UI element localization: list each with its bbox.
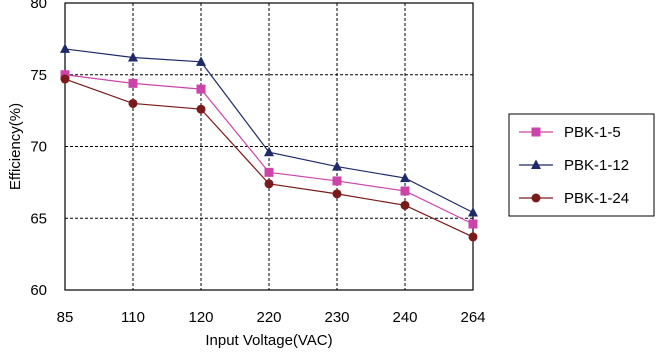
legend-marker: [531, 127, 541, 137]
y-tick-label: 65: [30, 210, 47, 227]
y-tick-label: 60: [30, 282, 47, 299]
data-point: [332, 161, 342, 171]
x-tick-label: 85: [57, 309, 74, 326]
y-tick-label: 80: [30, 0, 47, 12]
data-point: [60, 43, 70, 53]
legend-label: PBK-1-12: [564, 157, 629, 174]
series-layer: [60, 43, 478, 242]
data-point: [128, 98, 138, 108]
data-point: [332, 189, 342, 199]
data-point: [196, 84, 206, 94]
data-point: [468, 232, 478, 242]
plot-frame: [64, 2, 474, 291]
legend-marker: [531, 193, 541, 203]
legend-label: PBK-1-24: [564, 190, 629, 207]
x-tick-label: 240: [392, 309, 417, 326]
data-point: [196, 56, 206, 66]
data-point: [468, 219, 478, 229]
x-tick-label: 264: [460, 309, 485, 326]
data-point: [264, 146, 274, 157]
y-tick-label: 70: [30, 139, 47, 156]
x-tick-label: 230: [324, 309, 349, 326]
y-tick-label: 75: [30, 67, 47, 84]
x-tick-label: 220: [256, 309, 281, 326]
data-point: [400, 186, 410, 196]
x-tick-label: 110: [121, 309, 145, 326]
data-point: [400, 200, 410, 210]
x-tick-label: 120: [188, 309, 213, 326]
legend: PBK-1-5 PBK-1-12 PBK-1-24: [508, 113, 655, 217]
grid-layer: [65, 3, 473, 290]
data-point: [128, 52, 138, 62]
legend-label: PBK-1-5: [564, 124, 621, 141]
data-point: [264, 179, 274, 189]
data-point: [196, 104, 206, 114]
tick-labels: 85 110 120 220 230 240 264 60 65 70 75 80: [30, 0, 485, 326]
legend-item: PBK-1-5: [519, 124, 621, 141]
legend-marker: [531, 159, 541, 169]
legend-item: PBK-1-12: [519, 157, 629, 174]
data-point: [128, 78, 138, 88]
data-point: [468, 207, 478, 217]
series-PBK-1-24: [60, 74, 478, 242]
legend-item: PBK-1-24: [519, 190, 629, 207]
data-point: [264, 167, 274, 177]
y-axis-title: Efficiency(%): [7, 103, 24, 190]
data-point: [60, 74, 70, 84]
series-PBK-1-12: [60, 43, 478, 217]
x-axis-title: Input Voltage(VAC): [205, 332, 332, 349]
data-point: [332, 176, 342, 186]
data-point: [400, 172, 410, 183]
